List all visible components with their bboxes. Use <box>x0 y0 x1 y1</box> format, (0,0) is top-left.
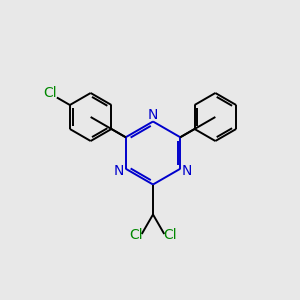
Text: N: N <box>148 108 158 122</box>
Text: Cl: Cl <box>164 229 177 242</box>
Text: Cl: Cl <box>43 86 56 100</box>
Text: Cl: Cl <box>129 229 142 242</box>
Text: N: N <box>182 164 192 178</box>
Text: N: N <box>114 164 124 178</box>
